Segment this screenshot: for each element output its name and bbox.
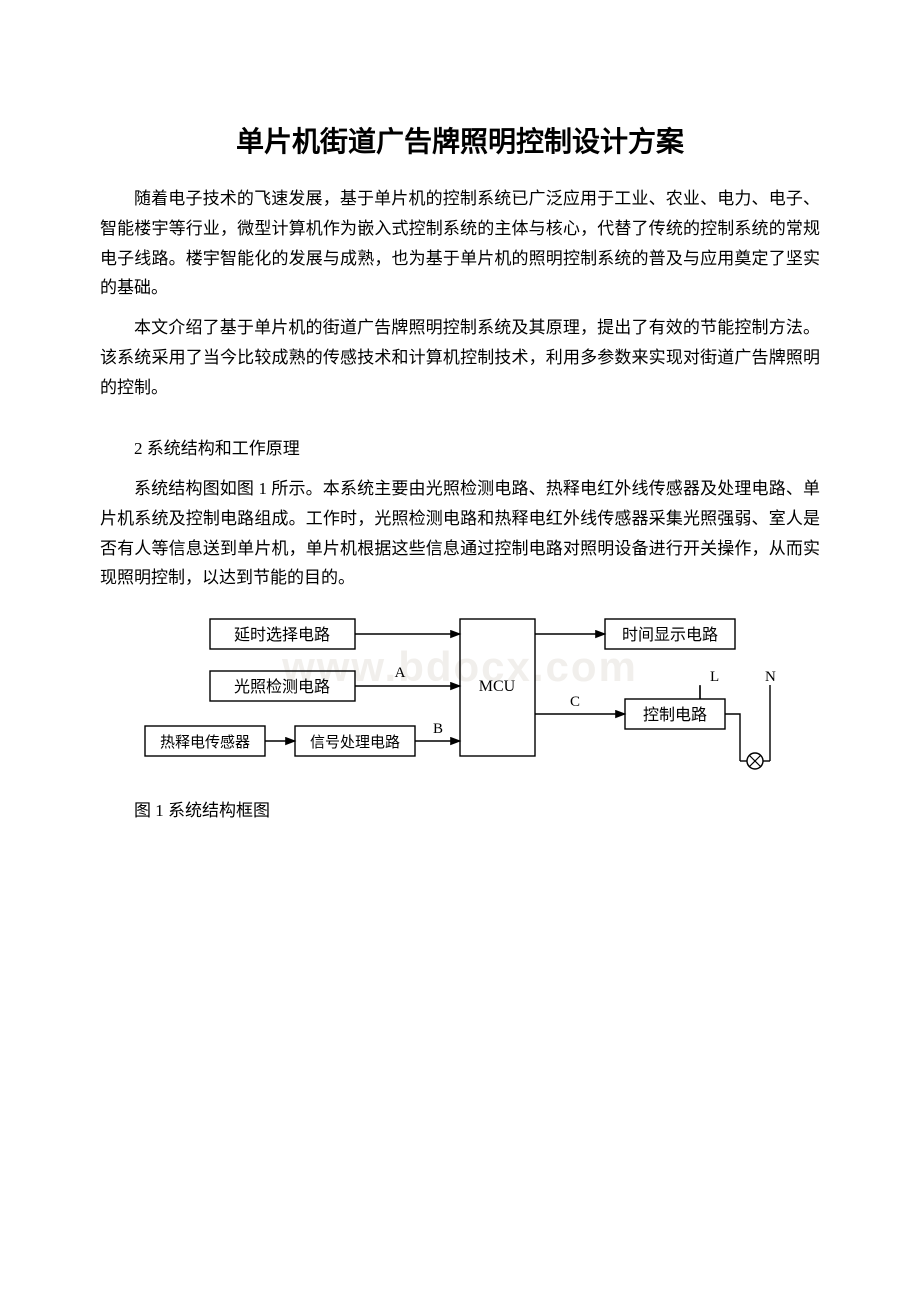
label-time-display: 时间显示电路 xyxy=(622,626,718,644)
label-signal: 信号处理电路 xyxy=(310,734,400,751)
label-n: N xyxy=(765,669,776,685)
label-pyro: 热释电传感器 xyxy=(160,734,250,751)
edge-label-b: B xyxy=(433,721,443,737)
label-ctrl: 控制电路 xyxy=(643,706,707,724)
section-2-heading: 2 系统结构和工作原理 xyxy=(100,434,820,464)
wire-l-down xyxy=(725,714,740,761)
edge-label-a: A xyxy=(395,665,406,681)
paragraph-1: 随着电子技术的飞速发展，基于单片机的控制系统已广泛应用于工业、农业、电力、电子、… xyxy=(100,184,820,303)
label-l: L xyxy=(710,669,719,685)
paragraph-3: 系统结构图如图 1 所示。本系统主要由光照检测电路、热释电红外线传感器及处理电路… xyxy=(100,474,820,593)
label-mcu: MCU xyxy=(479,678,516,695)
spacer xyxy=(100,412,820,434)
system-block-diagram: www.bdocx.com 延时选择电路 光照检测电路 热释电传感器 信号处理电… xyxy=(140,611,780,781)
paragraph-2: 本文介绍了基于单片机的街道广告牌照明控制系统及其原理，提出了有效的节能控制方法。… xyxy=(100,313,820,402)
edge-label-c: C xyxy=(570,694,580,710)
page-title: 单片机街道广告牌照明控制设计方案 xyxy=(100,120,820,160)
label-light: 光照检测电路 xyxy=(234,678,330,696)
figure-1-diagram: www.bdocx.com 延时选择电路 光照检测电路 热释电传感器 信号处理电… xyxy=(140,611,780,786)
label-delay: 延时选择电路 xyxy=(234,626,330,644)
figure-1-caption: 图 1 系统结构框图 xyxy=(100,796,820,826)
document-page: 单片机街道广告牌照明控制设计方案 随着电子技术的飞速发展，基于单片机的控制系统已… xyxy=(0,0,920,886)
